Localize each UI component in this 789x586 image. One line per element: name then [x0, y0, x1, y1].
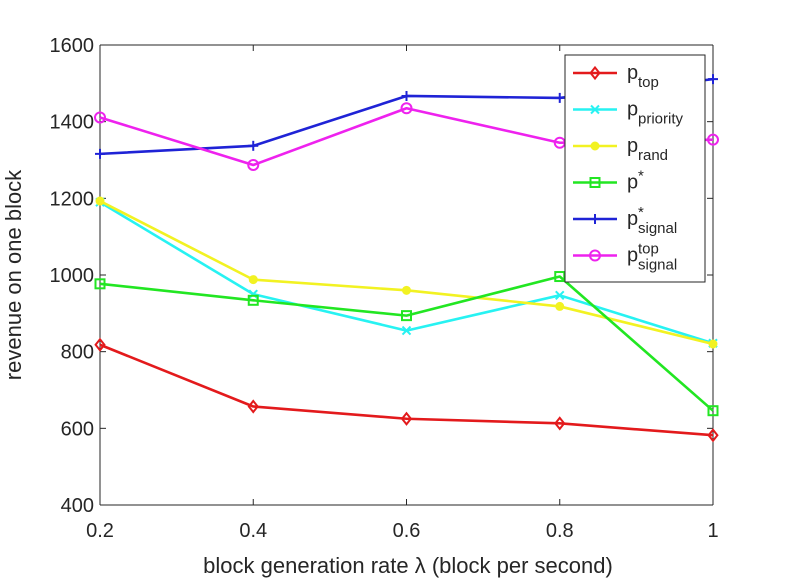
data-point-p*_signal	[401, 90, 412, 101]
legend-label-sub-p_priority: priority	[638, 111, 684, 128]
legend-marker-p_priority	[590, 104, 600, 115]
data-point-p_top	[94, 337, 106, 352]
legend-marker-p^top_signal	[589, 249, 601, 262]
legend-marker-p*_signal	[590, 214, 600, 224]
legend-entry-p*: p *	[573, 168, 644, 194]
x-tick-label: 1	[707, 520, 718, 542]
y-tick-label: 800	[61, 342, 94, 364]
data-point-p_priority	[248, 289, 258, 299]
legend-label-p_top: p	[627, 62, 638, 84]
data-point-p_top	[400, 411, 413, 426]
y-tick-label: 1400	[50, 112, 95, 134]
data-point-p^top_signal	[707, 133, 719, 146]
data-point-p_rand	[708, 339, 718, 349]
data-point-p_priority-stroke	[555, 290, 565, 301]
data-point-p*	[554, 271, 566, 283]
data-point-p_priority	[401, 325, 412, 336]
legend-label-sub-p_rand: rand	[638, 147, 668, 164]
series-p_top	[94, 337, 719, 443]
legend-label-sup-p^top_signal: top	[638, 241, 659, 258]
y-tick-label: 1000	[50, 265, 95, 287]
data-point-p^top_signal	[400, 102, 413, 115]
data-point-p_rand	[95, 196, 105, 206]
data-point-p_top	[707, 428, 719, 443]
data-point-p*_signal	[248, 140, 259, 151]
legend-label-sub-p^top_signal: signal	[638, 257, 677, 274]
data-point-p*	[707, 405, 719, 417]
legend-label-sup-p*_signal: *	[638, 204, 644, 221]
x-tick-label: 0.2	[86, 520, 114, 542]
legend-label-sup-p*: *	[638, 168, 644, 185]
legend-marker-p_top	[589, 65, 601, 81]
y-axis-label: revenue on one block	[1, 169, 26, 380]
series-line-p_top	[99, 343, 714, 437]
series-p_rand	[95, 196, 718, 349]
data-point-p_rand	[555, 301, 565, 311]
legend-label-p*_signal: p	[627, 208, 638, 230]
data-point-p_rand	[248, 275, 258, 285]
data-point-p*	[94, 278, 106, 290]
data-point-p_priority	[555, 290, 565, 301]
x-tick-label: 0.6	[393, 520, 421, 542]
y-tick-label: 1200	[50, 188, 95, 210]
legend-entry-p_rand: p rand	[573, 135, 668, 164]
y-tick-label: 1600	[50, 35, 95, 57]
x-axis-label: block generation rate λ (block per secon…	[203, 553, 613, 578]
legend-marker-p_priority-stroke	[590, 104, 600, 115]
legend-label-sub-p_top: top	[638, 74, 659, 91]
x-tick-label: 0.8	[546, 520, 574, 542]
y-tick-label: 400	[61, 495, 94, 517]
legend-box	[564, 54, 706, 283]
data-point-p_priority-stroke	[248, 289, 258, 299]
data-point-p*	[247, 294, 259, 306]
legend-marker-p*	[589, 177, 601, 188]
legend-entry-p*_signal: p *signal	[573, 204, 677, 237]
data-point-p_top	[247, 399, 259, 414]
legend-label-p_priority: p	[627, 99, 638, 121]
y-tick-label: 600	[61, 418, 94, 440]
legend-label-p*: p	[627, 172, 638, 194]
data-point-p_rand	[402, 285, 411, 295]
legend-label-p^top_signal: p	[627, 245, 638, 267]
data-point-p_priority-stroke	[401, 325, 412, 336]
legend-entry-p_priority: p priority	[573, 99, 684, 128]
x-tick-label: 0.4	[239, 520, 267, 542]
series-p*	[94, 271, 719, 417]
data-point-p*_signal	[95, 148, 105, 159]
data-point-p*_signal	[708, 74, 718, 85]
legend-marker-p_rand	[590, 141, 600, 151]
data-point-p_top	[554, 416, 566, 431]
series-line-p*	[99, 275, 714, 412]
data-point-p*_signal	[554, 92, 565, 103]
legend-entry-p_top: p top	[573, 62, 659, 91]
legend-label-sub-p*_signal: signal	[638, 220, 677, 237]
data-point-p*	[401, 310, 412, 322]
legend-label-p_rand: p	[627, 135, 638, 157]
data-point-p^top_signal	[94, 111, 106, 124]
data-point-p^top_signal	[247, 158, 260, 171]
